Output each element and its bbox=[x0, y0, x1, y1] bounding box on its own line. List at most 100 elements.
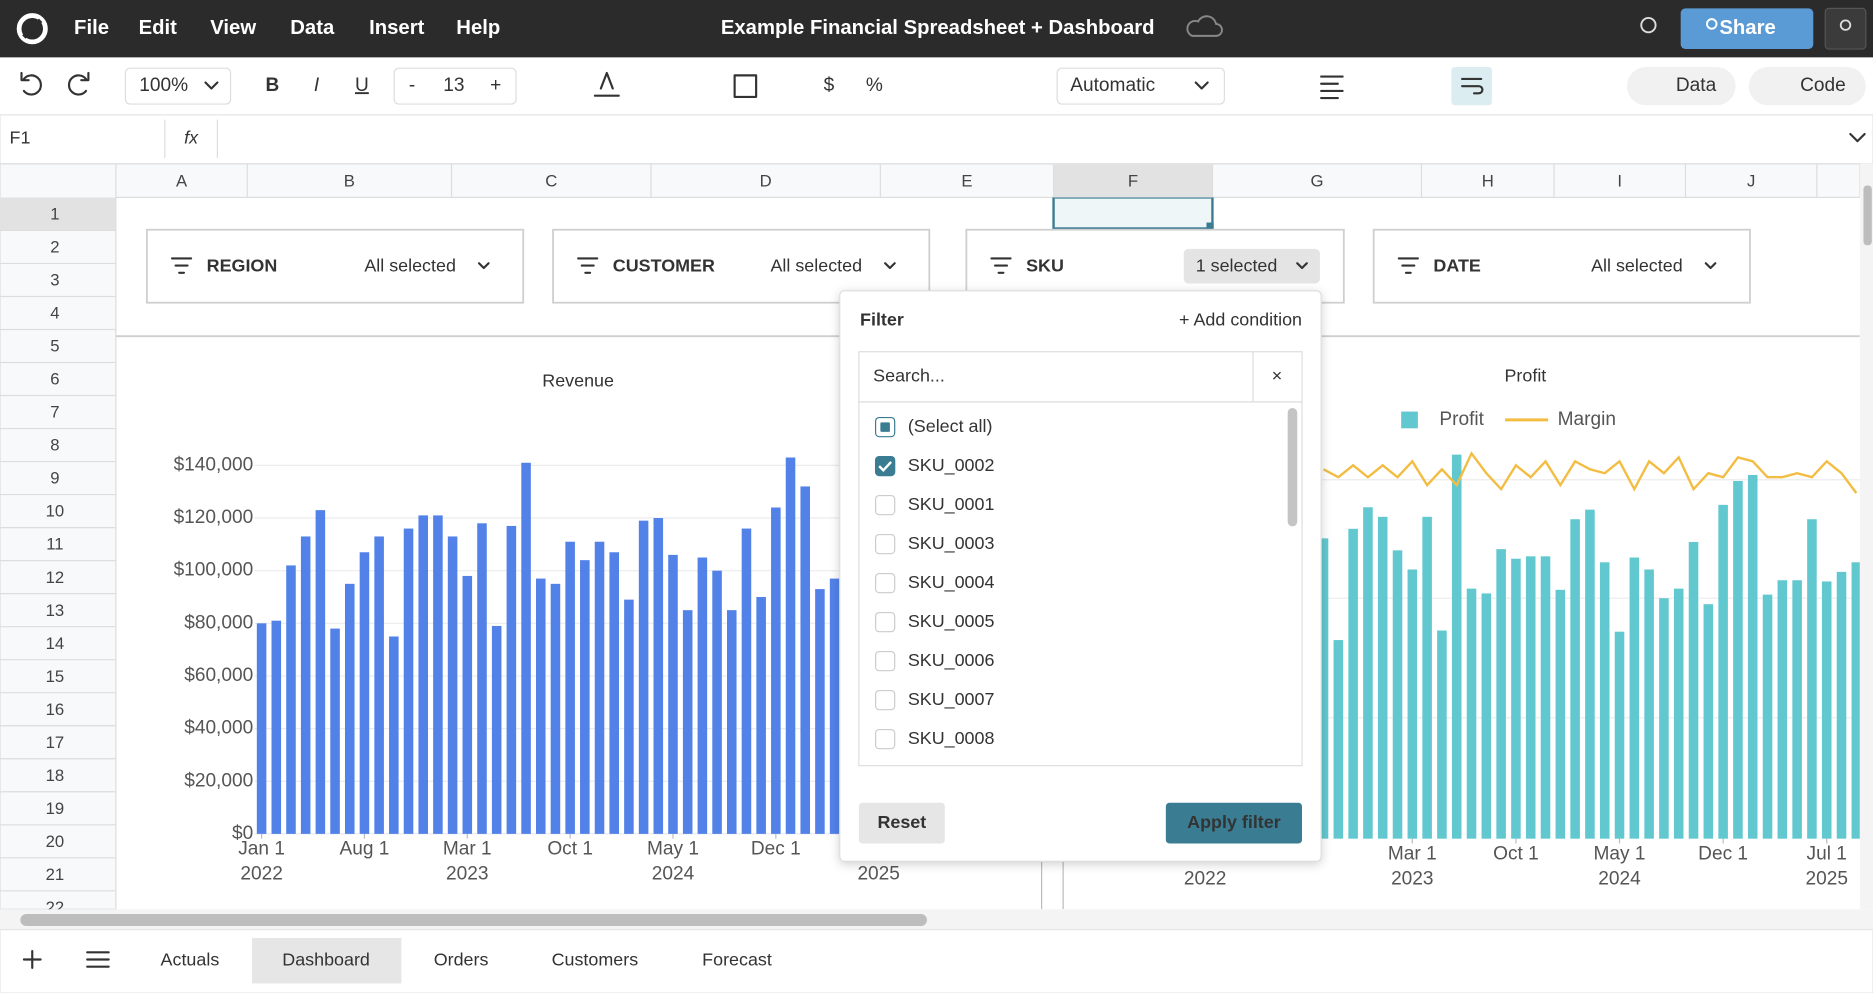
row-header[interactable]: 2 bbox=[50, 238, 59, 257]
bar bbox=[1467, 589, 1477, 839]
checkbox[interactable] bbox=[876, 691, 895, 710]
row-header[interactable]: 20 bbox=[46, 832, 65, 851]
menu-item[interactable]: Data bbox=[290, 17, 335, 39]
y-tick-label: $100,000 bbox=[174, 560, 254, 581]
menu-item[interactable]: File bbox=[74, 17, 109, 39]
user-button[interactable] bbox=[1825, 8, 1866, 49]
fill-handle[interactable] bbox=[1206, 223, 1213, 230]
row-header[interactable]: 21 bbox=[46, 865, 65, 884]
bar bbox=[1541, 556, 1551, 838]
row-header[interactable]: 5 bbox=[50, 337, 59, 356]
row-header[interactable]: 14 bbox=[46, 634, 65, 653]
percent-button[interactable]: % bbox=[866, 75, 883, 96]
increase-font[interactable]: + bbox=[490, 75, 501, 96]
column-header[interactable]: G bbox=[1310, 171, 1323, 190]
checkbox[interactable] bbox=[876, 730, 895, 749]
row-header[interactable]: 9 bbox=[50, 469, 59, 488]
row-header[interactable]: 10 bbox=[46, 502, 65, 521]
checkbox[interactable] bbox=[876, 613, 895, 632]
bar bbox=[800, 486, 810, 833]
x-tick-label: Jan 1 bbox=[238, 838, 285, 859]
bar bbox=[389, 636, 399, 833]
row-header[interactable]: 13 bbox=[46, 601, 65, 620]
menu-item[interactable]: View bbox=[210, 17, 256, 39]
bar bbox=[786, 457, 796, 833]
bold-button[interactable]: B bbox=[265, 75, 279, 96]
row-header[interactable]: 6 bbox=[50, 370, 59, 389]
bar bbox=[404, 529, 414, 834]
x-tick-year: 2023 bbox=[446, 864, 488, 885]
column-header[interactable]: B bbox=[344, 171, 355, 190]
h-scroll-thumb[interactable] bbox=[20, 914, 927, 926]
row-header[interactable]: 16 bbox=[46, 700, 65, 719]
filter-card[interactable] bbox=[1374, 230, 1750, 303]
bar bbox=[551, 584, 561, 834]
checkbox[interactable] bbox=[876, 535, 895, 554]
row-header[interactable]: 11 bbox=[46, 535, 63, 554]
menu-item[interactable]: Insert bbox=[369, 17, 425, 39]
row-header[interactable]: 4 bbox=[50, 304, 59, 323]
x-tick-year: 2023 bbox=[1391, 868, 1433, 889]
bar bbox=[374, 536, 384, 833]
bar bbox=[1408, 569, 1418, 838]
legend-label[interactable]: Profit bbox=[1439, 409, 1484, 430]
column-header[interactable]: A bbox=[176, 171, 188, 190]
filter-card[interactable] bbox=[147, 230, 523, 303]
row-header[interactable]: 15 bbox=[46, 667, 65, 686]
cell-selection[interactable] bbox=[1054, 197, 1213, 228]
column-header[interactable]: H bbox=[1482, 171, 1494, 190]
bar bbox=[830, 579, 840, 834]
chart-title: Revenue bbox=[542, 370, 614, 390]
bar bbox=[1452, 455, 1462, 839]
italic-button[interactable]: I bbox=[314, 75, 320, 96]
menu-item[interactable]: Edit bbox=[139, 17, 178, 39]
column-header[interactable]: I bbox=[1617, 171, 1622, 190]
clear-search[interactable]: × bbox=[1272, 366, 1282, 386]
decrease-font[interactable]: - bbox=[409, 75, 415, 96]
v-scroll-thumb[interactable] bbox=[1863, 185, 1871, 245]
column-header[interactable]: D bbox=[760, 171, 772, 190]
filter-state: All selected bbox=[364, 256, 456, 276]
sheet-tab[interactable]: Forecast bbox=[702, 949, 772, 969]
currency-button[interactable]: $ bbox=[824, 75, 835, 96]
row-header[interactable]: 19 bbox=[46, 799, 65, 818]
row-header[interactable]: 1 bbox=[50, 205, 59, 224]
row-header[interactable]: 18 bbox=[46, 766, 65, 785]
checkbox[interactable] bbox=[876, 457, 895, 476]
row-header[interactable]: 7 bbox=[50, 403, 59, 422]
row-header[interactable]: 17 bbox=[46, 733, 65, 752]
apply-label: Apply filter bbox=[1187, 812, 1281, 832]
bar bbox=[1556, 590, 1566, 839]
x-tick-label: Oct 1 bbox=[547, 838, 593, 859]
bar bbox=[1704, 604, 1714, 838]
option-label: SKU_0001 bbox=[908, 494, 995, 515]
column-header[interactable]: F bbox=[1128, 171, 1138, 190]
bar bbox=[1718, 505, 1728, 839]
list-scrollbar[interactable] bbox=[1288, 408, 1298, 526]
row-header[interactable]: 3 bbox=[50, 271, 59, 290]
row-header[interactable]: 8 bbox=[50, 436, 59, 455]
add-condition[interactable]: + Add condition bbox=[1179, 309, 1302, 329]
checkbox[interactable] bbox=[876, 652, 895, 671]
column-header[interactable]: J bbox=[1747, 171, 1755, 190]
sheet-tab[interactable]: Customers bbox=[552, 949, 639, 969]
bar bbox=[1378, 517, 1388, 839]
option-label: SKU_0003 bbox=[908, 533, 995, 554]
x-tick-label: Dec 1 bbox=[1698, 843, 1748, 864]
legend-label[interactable]: Margin bbox=[1558, 409, 1616, 430]
checkbox[interactable] bbox=[876, 496, 895, 515]
sheet-tab[interactable]: Dashboard bbox=[282, 949, 370, 969]
sheet-tab[interactable]: Orders bbox=[434, 949, 489, 969]
menu-item[interactable]: Help bbox=[456, 17, 500, 39]
bar bbox=[1585, 510, 1595, 839]
underline-button[interactable]: U bbox=[355, 75, 369, 96]
checkbox[interactable] bbox=[876, 574, 895, 593]
y-tick-label: $60,000 bbox=[184, 665, 253, 686]
x-tick-label: Mar 1 bbox=[1388, 843, 1437, 864]
column-header[interactable]: C bbox=[545, 171, 557, 190]
column-header[interactable]: E bbox=[961, 171, 972, 190]
row-header[interactable]: 12 bbox=[46, 568, 65, 587]
line bbox=[1324, 453, 1857, 493]
sheet-tab[interactable]: Actuals bbox=[161, 949, 220, 969]
